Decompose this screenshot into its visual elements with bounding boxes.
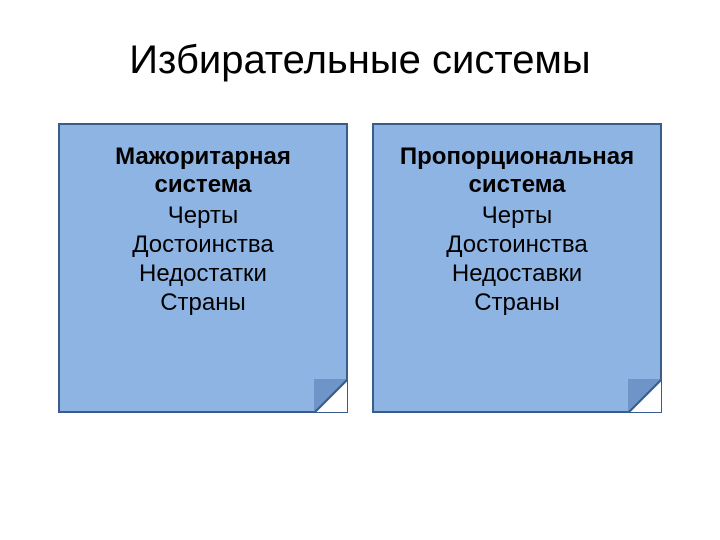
card-majoritarian: Мажоритарная система Черты Достоинства Н… <box>58 123 348 413</box>
card-items: Черты Достоинства Недоставки Страны <box>446 202 587 317</box>
page-fold-border <box>628 379 662 413</box>
list-item: Достоинства <box>132 231 273 260</box>
card-title: Мажоритарная система <box>70 143 336 198</box>
list-item: Страны <box>160 289 246 318</box>
cards-row: Мажоритарная система Черты Достоинства Н… <box>0 123 720 413</box>
page-title: Избирательные системы <box>0 38 720 83</box>
list-item: Достоинства <box>446 231 587 260</box>
list-item: Недостатки <box>139 260 267 289</box>
page-fold-border <box>314 379 348 413</box>
card-title: Пропорциональная система <box>384 143 650 198</box>
list-item: Страны <box>474 289 560 318</box>
list-item: Черты <box>168 202 238 231</box>
list-item: Недоставки <box>452 260 582 289</box>
slide: Избирательные системы Мажоритарная систе… <box>0 0 720 540</box>
card-proportional: Пропорциональная система Черты Достоинст… <box>372 123 662 413</box>
card-items: Черты Достоинства Недостатки Страны <box>132 202 273 317</box>
list-item: Черты <box>482 202 552 231</box>
